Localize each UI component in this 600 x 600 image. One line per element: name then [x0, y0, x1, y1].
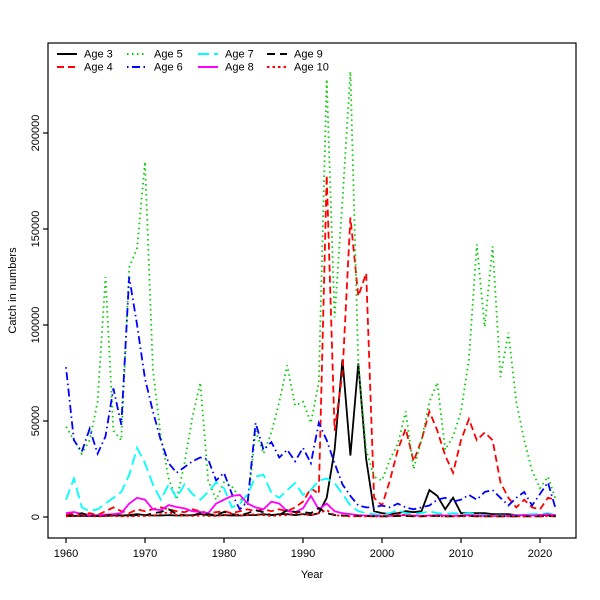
x-axis-title: Year [301, 569, 324, 581]
x-axis-tick-label: 1970 [133, 548, 157, 560]
x-axis-tick-label: 2000 [370, 548, 394, 560]
y-axis-title: Catch in numbers [7, 247, 19, 334]
legend-label-age-9: Age 9 [294, 49, 323, 61]
y-axis-tick-label: 100000 [30, 307, 42, 344]
series-line-age-7 [65, 445, 557, 517]
series-line-age-5 [65, 71, 557, 508]
y-axis-tick-label: 200000 [30, 115, 42, 152]
y-axis-tick-label: 150000 [30, 211, 42, 248]
legend-label-age-7: Age 7 [225, 49, 254, 61]
y-axis-tick-label: 0 [30, 514, 42, 520]
x-axis-tick-label: 2020 [528, 548, 552, 560]
legend-label-age-8: Age 8 [225, 62, 254, 74]
legend-label-age-3: Age 3 [84, 49, 113, 61]
legend-label-age-5: Age 5 [154, 49, 183, 61]
legend-label-age-4: Age 4 [84, 62, 113, 74]
x-axis-tick-label: 1980 [212, 548, 236, 560]
plot-frame [47, 42, 577, 539]
legend-label-age-6: Age 6 [154, 62, 183, 74]
x-axis-tick-label: 1990 [291, 548, 315, 560]
legend-label-age-10: Age 10 [294, 62, 329, 74]
series-line-age-10 [65, 509, 556, 518]
x-axis-tick-label: 2010 [449, 548, 473, 560]
series-line-age-3 [66, 359, 556, 517]
x-axis-tick-label: 1960 [54, 548, 78, 560]
series-line-age-6 [65, 276, 557, 511]
y-axis-tick-label: 50000 [30, 406, 42, 437]
